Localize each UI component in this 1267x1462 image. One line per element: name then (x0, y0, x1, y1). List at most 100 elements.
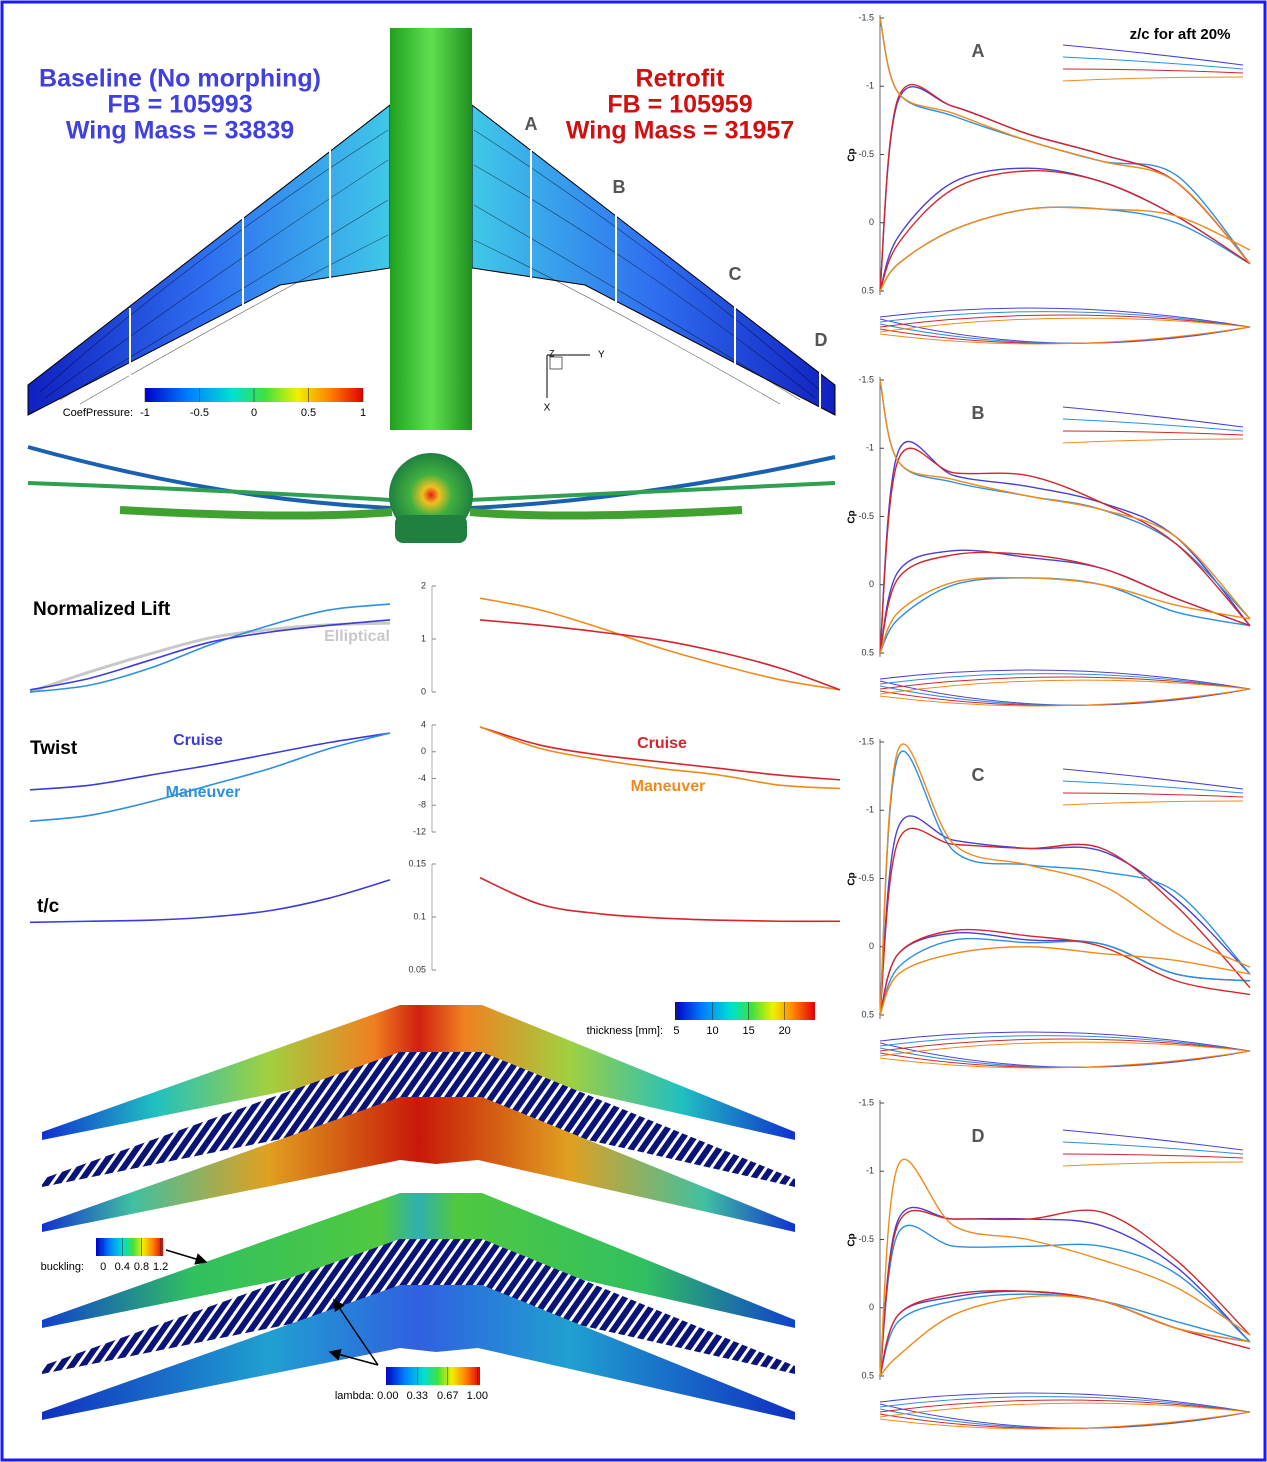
colorbar-tick-label: -0.5 (190, 407, 209, 419)
cp-line (880, 1225, 1250, 1376)
colorbar-tick-label: 0.5 (301, 407, 316, 419)
axis-label: Z (549, 348, 555, 358)
span-line (480, 878, 840, 922)
inset-line (1063, 1154, 1243, 1158)
colorbar-tick-label: 0 (100, 1261, 106, 1273)
series-label: Elliptical (324, 628, 390, 645)
y-tick-label: 0 (869, 579, 874, 589)
cp-line (880, 168, 1250, 291)
inset-line (1063, 431, 1243, 435)
inset-line (1063, 781, 1243, 793)
cp-line (880, 744, 1250, 1015)
span-line (30, 880, 390, 922)
plot-title: Twist (30, 738, 78, 759)
colorbar-tick-label: 0 (251, 407, 257, 419)
right-wing (472, 105, 835, 415)
structure-wings (42, 1005, 795, 1420)
colorbar-label: CoefPressure: (63, 407, 133, 419)
section-label: C (972, 765, 985, 785)
colorbar (675, 1002, 815, 1020)
header-title: Retrofit (636, 65, 726, 93)
inset-line (1063, 1142, 1243, 1154)
y-tick-label: -1 (866, 805, 874, 815)
plot-title: t/c (37, 896, 60, 917)
inset-line (1063, 77, 1243, 81)
colorbar-label: lambda: (335, 1390, 374, 1402)
colorbar-label: buckling: (41, 1261, 84, 1273)
inset-line (1063, 1162, 1243, 1166)
colorbar-tick-label: 15 (742, 1025, 754, 1037)
y-tick-label: 0 (869, 1302, 874, 1312)
left-wing (28, 105, 390, 415)
inset-line (1063, 57, 1243, 69)
legend-title: z/c for aft 20% (1130, 26, 1231, 43)
cp-line (880, 947, 1250, 1015)
colorbar-tick-label: 0.67 (437, 1390, 458, 1402)
header-fb: FB = 105959 (607, 91, 752, 119)
y-tick-label: -1.5 (858, 374, 874, 384)
y-tick-label: -8 (418, 800, 426, 810)
y-tick-label: 0 (869, 941, 874, 951)
cp-line (880, 550, 1250, 653)
airfoil (880, 1036, 1250, 1068)
inset-line (1063, 801, 1243, 805)
y-tick-label: -12 (413, 826, 426, 836)
span-line (480, 598, 840, 690)
colorbar-tick-label: -1 (140, 407, 150, 419)
cp-line (880, 85, 1250, 291)
section-label: D (815, 330, 828, 350)
header-fb: FB = 105993 (107, 91, 252, 119)
axis-label: Y (598, 350, 605, 361)
y-tick-label: 0.5 (861, 1009, 874, 1019)
span-line (480, 620, 840, 690)
axis-label: X (544, 403, 551, 414)
series-label: Cruise (637, 735, 687, 752)
colorbar-tick-label: 0.33 (407, 1390, 428, 1402)
y-tick-label: -4 (418, 773, 426, 783)
inset-line (1063, 69, 1243, 73)
y-tick-label: 0.05 (408, 964, 426, 974)
airfoil (880, 312, 1250, 344)
cp-line (880, 552, 1250, 653)
colorbar-tick-label: 1 (360, 407, 366, 419)
y-tick-label: 0.5 (861, 1370, 874, 1380)
cp-line (880, 207, 1250, 291)
colorbar-tick-label: 10 (706, 1025, 718, 1037)
y-tick-label: -1 (866, 81, 874, 91)
y-tick-label: 0 (869, 217, 874, 227)
y-tick-label: -0.5 (858, 149, 874, 159)
y-tick-label: 4 (421, 719, 426, 729)
y-axis-label: Cp (847, 510, 858, 523)
cp-line (880, 1294, 1250, 1376)
y-tick-label: 2 (421, 580, 426, 590)
colorbar-tick-label: 0.8 (134, 1261, 149, 1273)
inset-line (1063, 419, 1243, 431)
figure: Baseline (No morphing)FB = 105993Wing Ma… (0, 0, 1267, 1462)
section-label: A (972, 41, 985, 61)
y-tick-label: -1 (866, 443, 874, 453)
section-label: C (729, 264, 742, 284)
y-tick-label: 0.5 (861, 285, 874, 295)
y-tick-label: -1.5 (858, 12, 874, 22)
colorbar-label: thickness [mm]: (587, 1025, 663, 1037)
y-tick-label: -1.5 (858, 1097, 874, 1107)
header-mass: Wing Mass = 31957 (566, 117, 794, 145)
cp-line (880, 1296, 1250, 1376)
cp-line (880, 1210, 1250, 1376)
y-axis-label: Cp (847, 148, 858, 161)
cp-line (880, 87, 1250, 291)
cp-line (880, 207, 1250, 291)
y-tick-label: 0 (421, 746, 426, 756)
cp-line (880, 751, 1250, 1015)
plot-title: Normalized Lift (33, 599, 171, 620)
y-tick-label: -0.5 (858, 1234, 874, 1244)
cp-line (880, 380, 1250, 619)
colorbar-tick-label: 1.00 (467, 1390, 488, 1402)
cp-line (880, 1291, 1250, 1376)
y-axis-label: Cp (847, 872, 858, 885)
y-tick-label: -0.5 (858, 873, 874, 883)
cp-line (880, 578, 1250, 653)
colorbar-tick-label: 1.2 (153, 1261, 168, 1273)
inset-line (1063, 793, 1243, 797)
